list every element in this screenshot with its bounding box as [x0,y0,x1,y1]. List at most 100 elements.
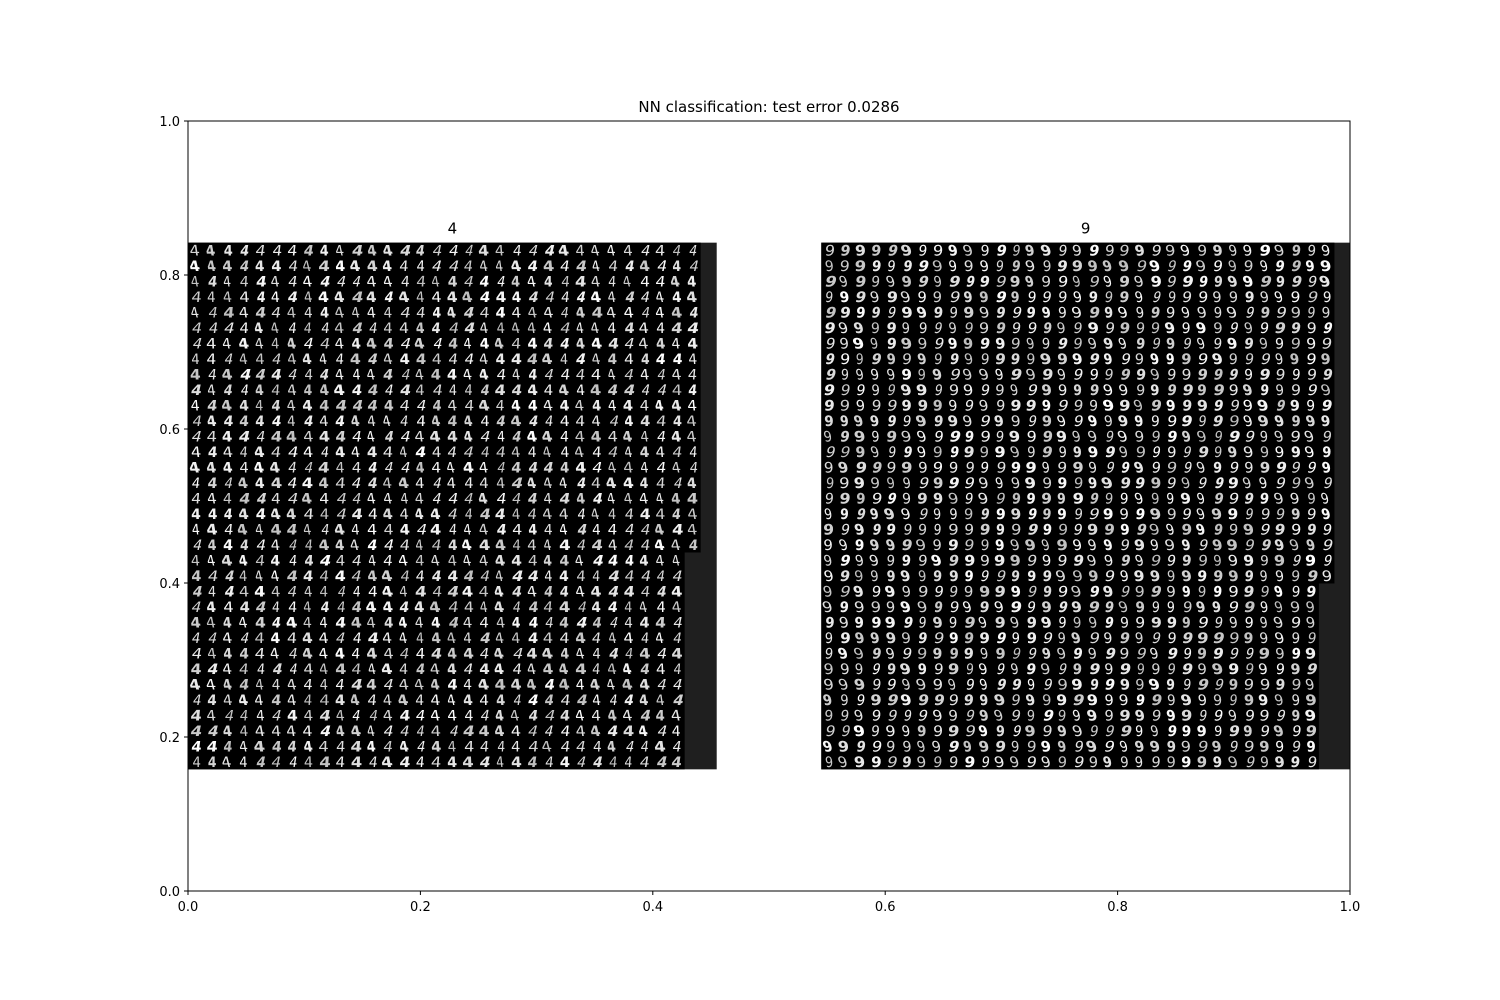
digit-sample: 9 [1042,320,1053,337]
digit-sample: 9 [1073,738,1085,755]
digit-sample: 4 [318,274,332,291]
digit-sample: 4 [620,707,634,724]
digit-sample: 4 [334,243,346,259]
digit-sample: 4 [239,398,250,414]
digit-sample: 9 [1071,274,1082,291]
digit-sample: 9 [1149,538,1160,554]
digit-sample: 9 [1213,584,1223,601]
digit-sample: 4 [190,444,202,461]
digit-sample: 9 [1134,428,1145,446]
digit-sample: 9 [1150,474,1161,491]
digit-sample: 4 [207,320,219,337]
digit-sample: 4 [480,445,491,461]
digit-sample: 4 [448,275,458,291]
digit-sample: 9 [963,352,974,368]
digit-sample: 9 [1118,630,1131,647]
digit-sample: 9 [1010,505,1022,523]
digit-sample: 9 [914,413,929,430]
digit-sample: 4 [336,739,346,755]
digit-sample: 4 [495,352,505,368]
digit-sample: 4 [334,677,345,693]
digit-sample: 4 [284,614,299,631]
digit-sample: 9 [1149,568,1162,585]
digit-sample: 4 [367,692,378,709]
digit-sample: 9 [1057,630,1066,647]
digit-sample: 4 [655,242,666,259]
digit-sample: 9 [901,645,914,662]
digit-sample: 9 [1272,429,1285,446]
digit-sample: 4 [464,506,473,523]
digit-sample: 9 [1321,537,1336,554]
digit-sample: 4 [430,258,444,275]
digit-sample: 9 [1086,337,1099,353]
digit-sample: 9 [1071,350,1084,368]
digit-sample: 9 [1118,661,1132,678]
digit-sample: 9 [1010,476,1022,492]
digit-sample: 4 [414,583,427,601]
digit-sample: 9 [824,414,834,430]
digit-sample: 4 [640,305,651,322]
digit-sample: 9 [949,615,958,632]
digit-sample: 4 [511,290,522,306]
digit-sample: 4 [670,429,682,446]
digit-sample: 9 [1259,599,1269,616]
digit-sample: 4 [416,273,427,290]
digit-sample: 9 [932,615,944,631]
digit-sample: 9 [902,708,913,725]
digit-sample: 9 [918,522,928,538]
digit-sample: 4 [350,614,363,631]
digit-sample: 9 [1197,569,1208,585]
digit-sample: 4 [541,304,555,321]
digit-sample: 9 [1179,490,1192,507]
digit-sample: 9 [1011,646,1023,663]
digit-sample: 4 [415,460,425,477]
digit-sample: 4 [493,568,505,585]
digit-sample: 4 [479,567,492,584]
digit-sample: 9 [1023,537,1037,554]
digit-sample: 9 [884,538,897,555]
digit-sample: 4 [575,459,587,476]
digit-sample: 9 [1151,708,1162,725]
digit-sample: 9 [996,507,1006,523]
digit-sample: 4 [670,366,683,383]
digit-sample: 4 [304,553,314,570]
digit-sample: 9 [887,444,897,461]
digit-sample: 9 [1228,630,1240,647]
digit-sample: 9 [1213,553,1223,570]
digit-sample: 4 [285,398,297,415]
digit-sample: 9 [933,691,947,708]
digit-sample: 4 [399,304,413,322]
digit-sample: 4 [591,693,602,709]
digit-sample: 4 [528,552,538,569]
digit-sample: 4 [639,662,651,678]
digit-sample: 4 [366,676,377,694]
digit-sample: 4 [638,692,650,709]
digit-sample: 4 [603,475,618,492]
digit-sample: 4 [543,584,554,601]
digit-sample: 4 [558,490,572,507]
digit-sample: 4 [591,755,604,771]
digit-sample: 9 [1151,662,1160,678]
digit-sample: 4 [302,723,313,740]
digit-sample: 4 [366,661,378,678]
digit-sample: 9 [885,692,900,709]
digit-sample: 4 [672,615,685,632]
digit-sample: 4 [624,413,634,430]
digit-sample: 9 [1244,646,1256,663]
digit-sample: 9 [916,274,931,291]
digit-sample: 9 [1303,475,1317,492]
digit-sample: 9 [995,258,1005,275]
digit-sample: 4 [592,444,602,461]
digit-sample: 9 [915,444,927,461]
digit-sample: 9 [1166,336,1176,353]
digit-sample: 9 [1258,243,1271,260]
digit-sample: 9 [1274,507,1286,523]
digit-sample: 4 [620,676,635,693]
digit-sample: 9 [1291,630,1300,647]
digit-sample: 9 [1150,383,1160,400]
digit-sample: 4 [414,615,425,631]
digit-sample: 4 [528,522,538,539]
digit-sample: 4 [639,290,652,306]
digit-sample: 9 [1009,598,1023,616]
digit-sample: 4 [478,428,492,445]
